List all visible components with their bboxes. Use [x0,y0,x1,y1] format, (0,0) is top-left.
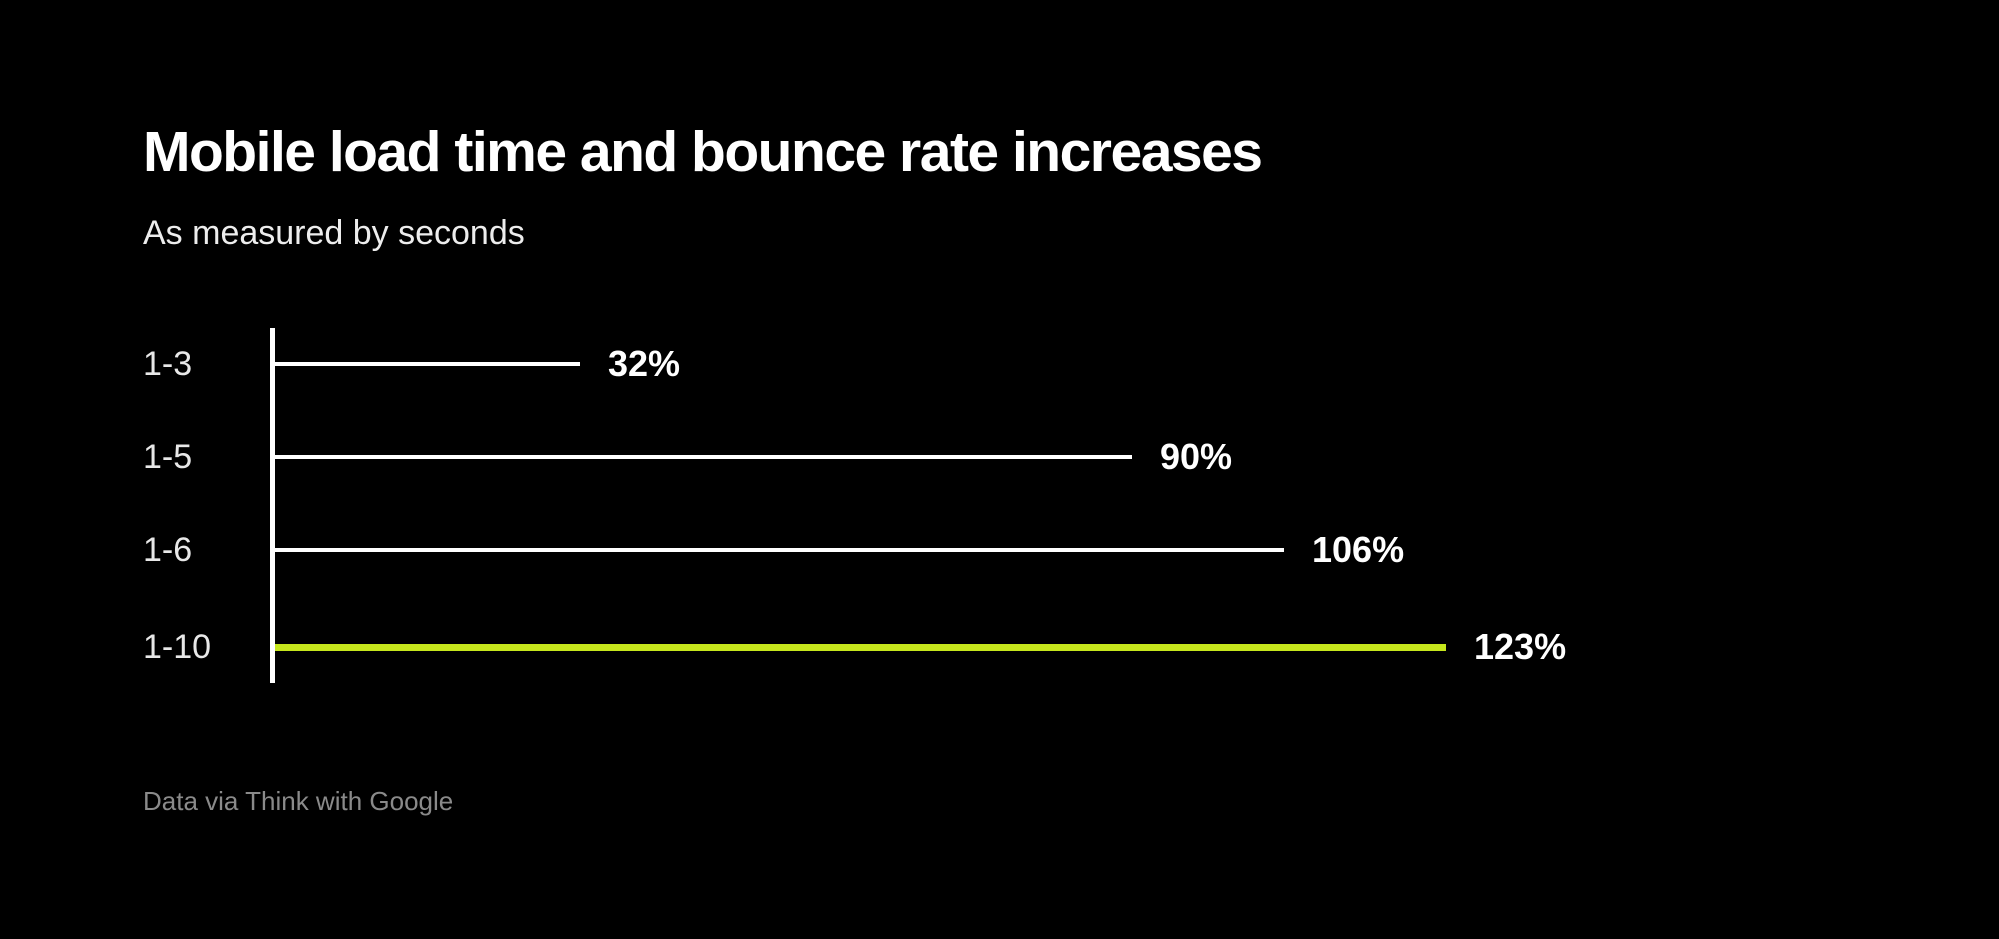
chart-row: 1-3 32% [143,342,1943,386]
category-label: 1-10 [143,628,212,666]
value-label: 32% [608,343,681,384]
category-label: 1-5 [143,438,193,476]
value-label: 106% [1312,529,1405,570]
chart-subtitle: As measured by seconds [143,214,525,252]
bar [275,362,580,366]
bar [275,455,1132,459]
y-axis-line [270,328,275,683]
category-label: 1-3 [143,345,193,383]
value-label: 123% [1474,626,1567,667]
chart-title: Mobile load time and bounce rate increas… [143,120,1263,184]
category-label: 1-6 [143,531,193,569]
chart-row: 1-10 123% [143,625,1943,669]
chart-row: 1-6 106% [143,528,1943,572]
bar [275,643,1446,651]
value-label: 90% [1160,436,1233,477]
bar-chart: 1-3 32% 1-5 90% 1-6 106% 1-10 123% [143,328,1999,688]
source-attribution: Data via Think with Google [143,786,454,816]
chart-row: 1-5 90% [143,435,1943,479]
bar [275,548,1284,552]
